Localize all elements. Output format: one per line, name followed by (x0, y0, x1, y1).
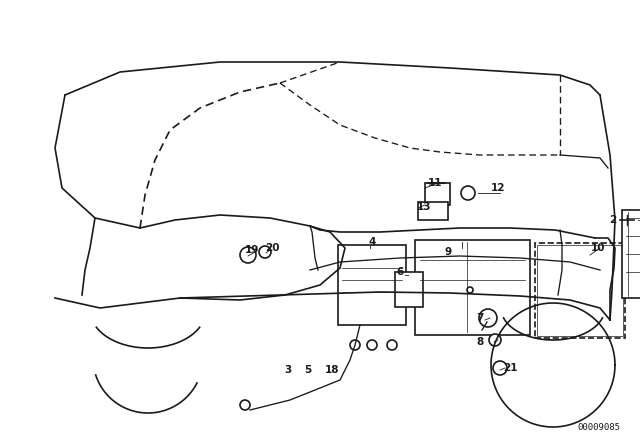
Bar (415, 240, 530, 335)
Bar (425, 183, 450, 205)
Text: 6: 6 (396, 267, 404, 277)
Bar (622, 210, 640, 298)
Text: 19: 19 (245, 245, 259, 255)
Text: 13: 13 (417, 202, 431, 212)
Text: 11: 11 (428, 178, 442, 188)
Bar (338, 245, 406, 325)
Circle shape (367, 340, 377, 350)
Circle shape (350, 340, 360, 350)
Text: 3: 3 (284, 365, 292, 375)
Circle shape (461, 186, 475, 200)
Circle shape (259, 246, 271, 258)
Text: 2: 2 (609, 215, 616, 225)
Bar (395, 272, 423, 307)
Circle shape (240, 247, 256, 263)
Text: 4: 4 (368, 237, 376, 247)
Bar (537, 245, 623, 336)
Text: 10: 10 (591, 243, 605, 253)
Text: 21: 21 (503, 363, 517, 373)
Circle shape (467, 287, 473, 293)
Circle shape (493, 361, 507, 375)
Text: 00009085: 00009085 (577, 423, 620, 432)
Bar (535, 243, 625, 338)
Circle shape (489, 334, 501, 346)
Text: 7: 7 (476, 313, 484, 323)
Bar (418, 202, 448, 220)
Text: 5: 5 (305, 365, 312, 375)
Text: 9: 9 (444, 247, 452, 257)
Text: 20: 20 (265, 243, 279, 253)
Text: 8: 8 (476, 337, 484, 347)
Circle shape (479, 309, 497, 327)
Circle shape (387, 340, 397, 350)
Text: 18: 18 (324, 365, 339, 375)
Circle shape (240, 400, 250, 410)
Text: 12: 12 (491, 183, 505, 193)
